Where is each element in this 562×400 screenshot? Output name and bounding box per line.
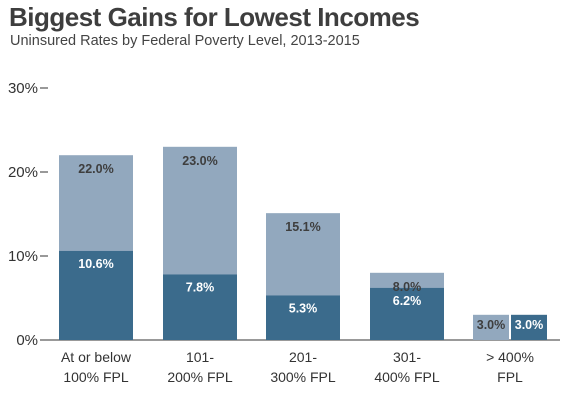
x-category-label: 400% FPL <box>374 369 440 385</box>
data-label-2015: 6.2% <box>393 294 422 308</box>
y-tick-label: 0% <box>16 332 38 349</box>
data-label-2015: 10.6% <box>78 257 113 271</box>
x-category-label: 300% FPL <box>270 369 336 385</box>
y-tick-label: 10% <box>8 248 38 265</box>
bar-2015 <box>163 274 237 340</box>
bar-2013 <box>473 314 509 340</box>
data-label-2013: 8.0% <box>393 280 422 294</box>
data-label-2013: 22.0% <box>78 162 113 176</box>
chart-subtitle: Uninsured Rates by Federal Poverty Level… <box>10 33 360 49</box>
bar-2015 <box>511 314 547 340</box>
x-category-label: 200% FPL <box>167 369 233 385</box>
x-category-label: FPL <box>497 369 523 385</box>
x-category-label: 100% FPL <box>63 369 129 385</box>
x-category-label: > 400% <box>486 349 534 365</box>
data-label-2013: 23.0% <box>182 154 217 168</box>
chart-title: Biggest Gains for Lowest Incomes <box>9 2 420 32</box>
data-label-2015: 7.8% <box>186 280 215 294</box>
bar-2015 <box>370 287 444 340</box>
y-tick-label: 30% <box>8 80 38 97</box>
data-label-2015: 5.3% <box>289 301 318 315</box>
bar-2015 <box>59 250 133 340</box>
x-category-label: 101- <box>186 349 214 365</box>
bar-2015 <box>266 295 340 340</box>
y-tick-label: 20% <box>8 164 38 181</box>
x-category-label: 301- <box>393 349 421 365</box>
data-label-2013: 3.0% <box>477 318 506 332</box>
x-category-label: 201- <box>289 349 317 365</box>
data-label-2013: 15.1% <box>285 220 320 234</box>
x-category-label: At or below <box>61 349 132 365</box>
data-label-2015: 3.0% <box>515 318 544 332</box>
